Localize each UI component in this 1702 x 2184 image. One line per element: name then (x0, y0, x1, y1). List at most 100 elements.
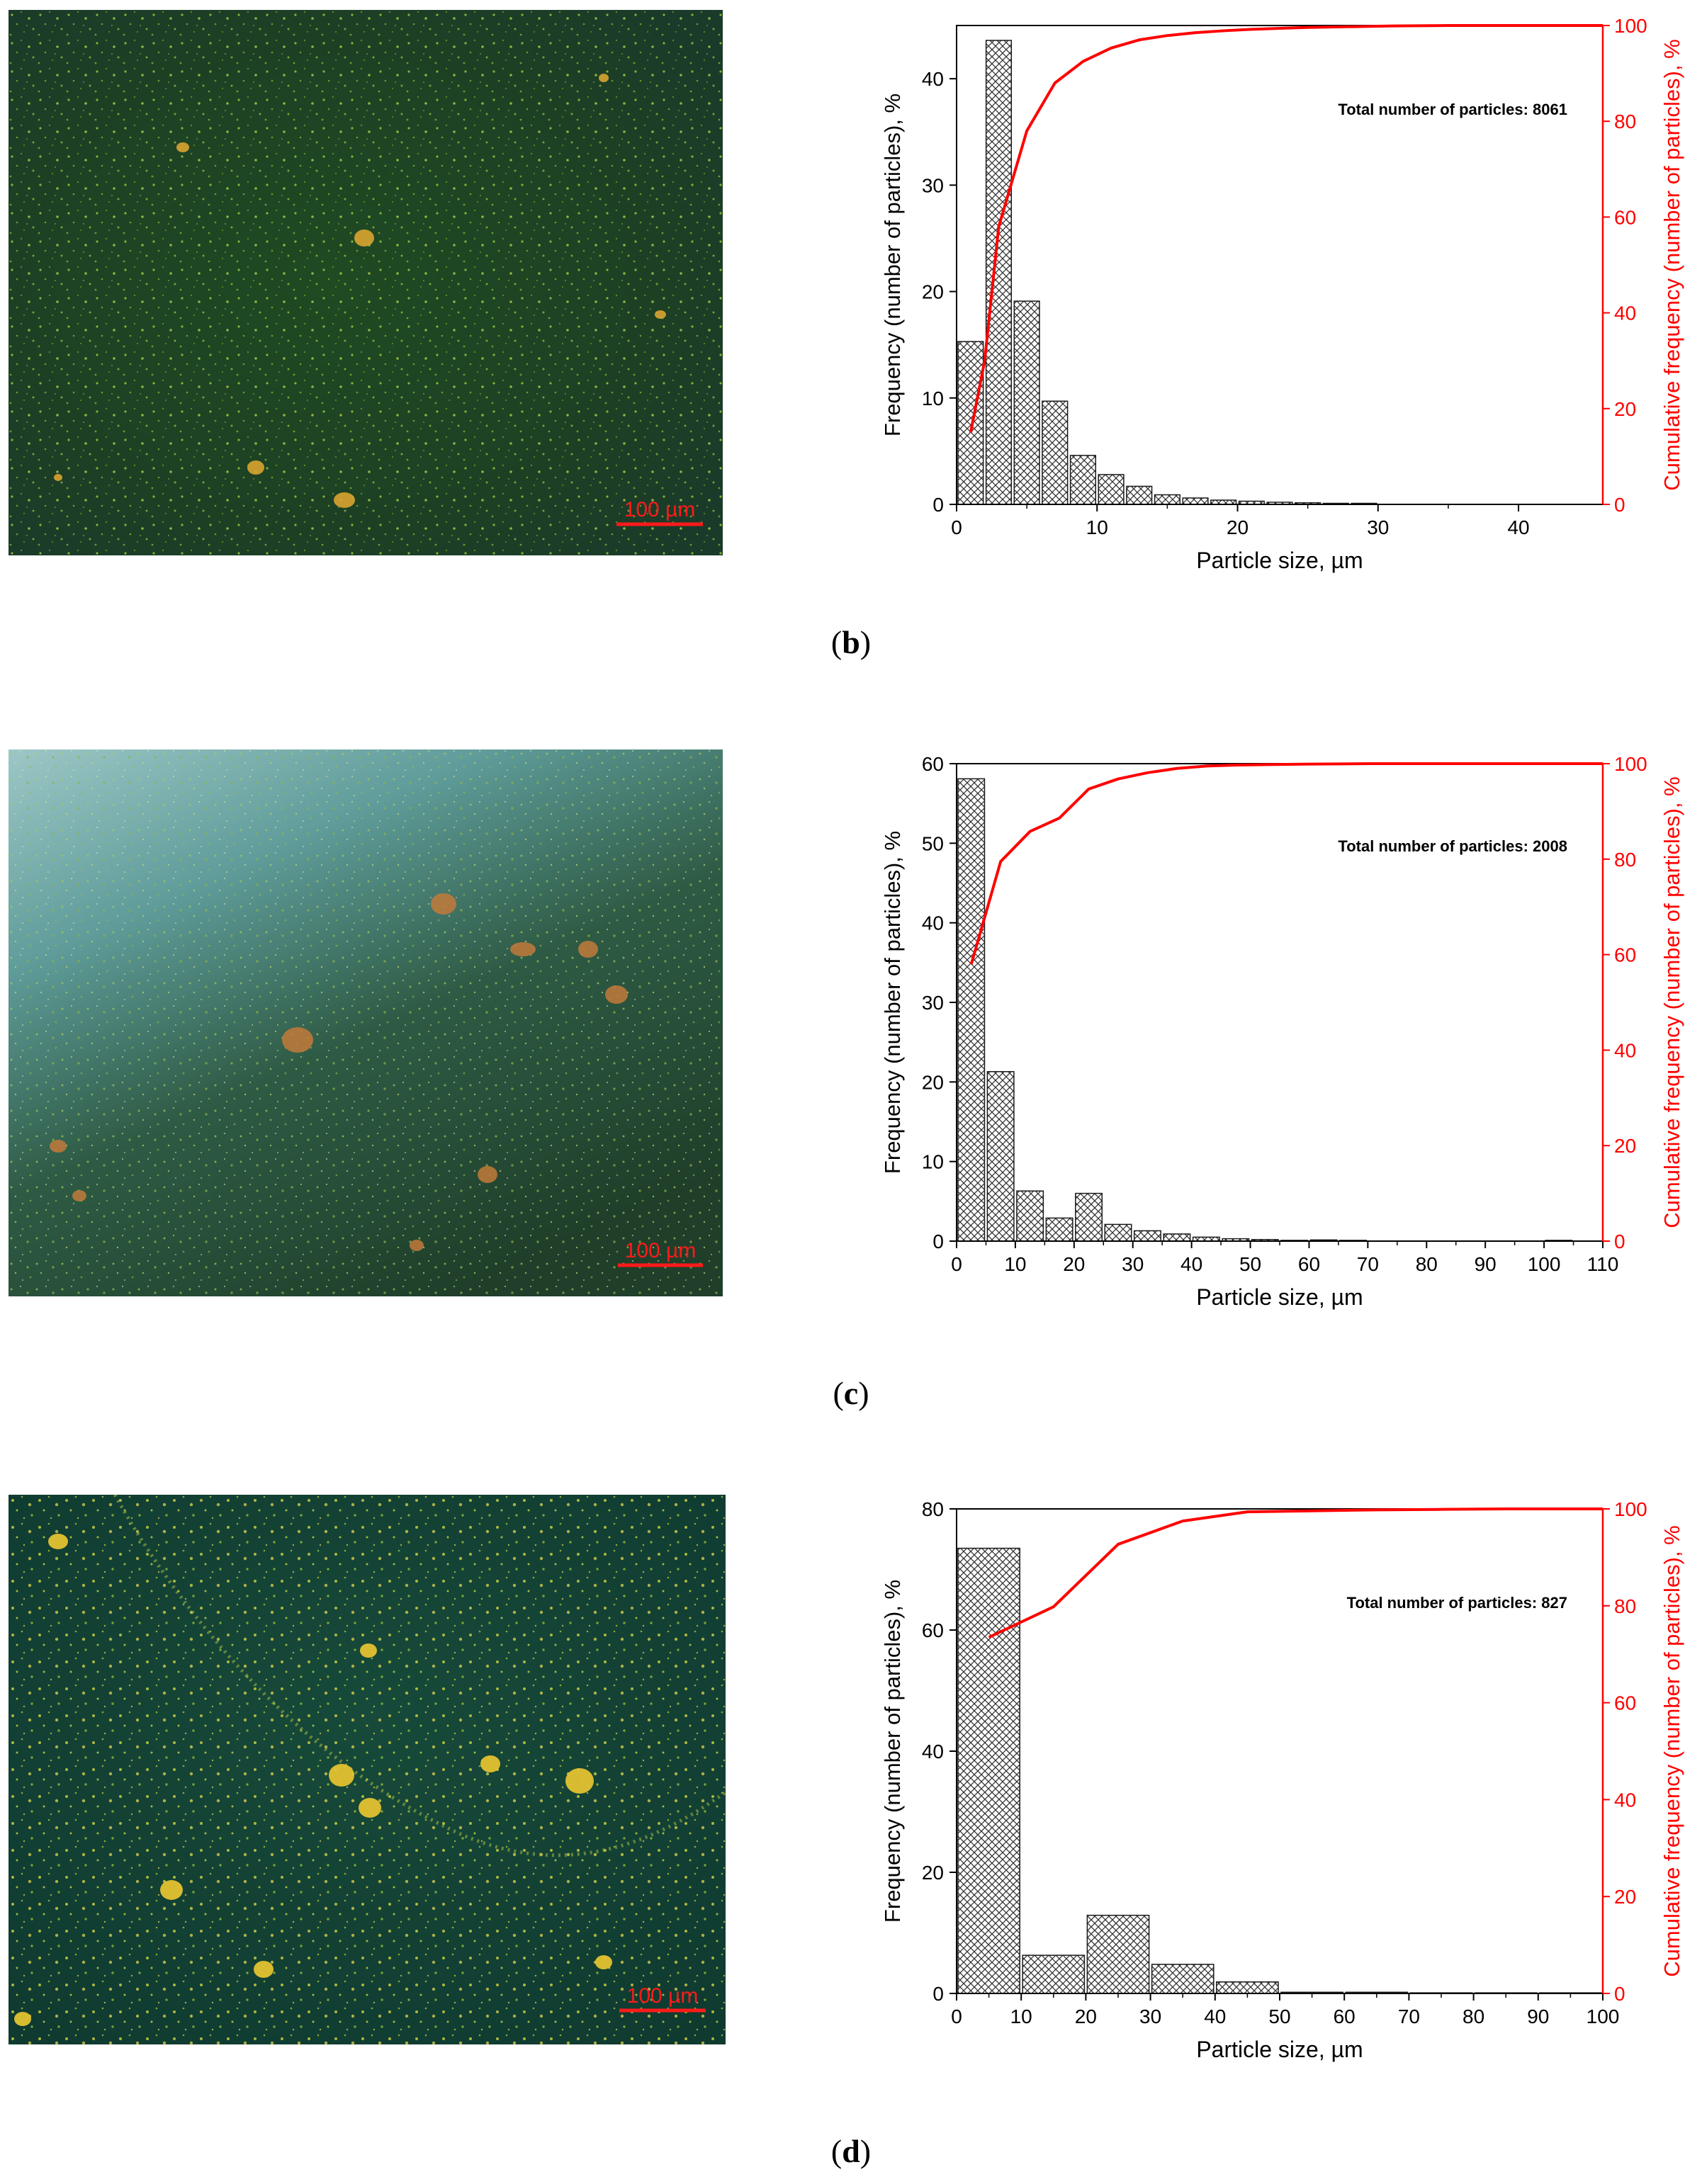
x-axis-label: Particle size, µm (1196, 2037, 1363, 2062)
x-tick-label: 0 (951, 1253, 962, 1275)
y-tick-label: 0 (932, 1230, 944, 1252)
bar (1086, 1914, 1150, 1994)
y-tick-label: 30 (922, 174, 944, 196)
x-tick-label: 70 (1357, 1253, 1379, 1275)
bar (1098, 474, 1125, 505)
x-tick-label: 100 (1528, 1253, 1561, 1275)
bar (1182, 497, 1209, 505)
y2-tick-label: 100 (1614, 753, 1647, 775)
y2-tick-label: 100 (1614, 1498, 1647, 1520)
scale-bar: 100 µm (619, 1984, 706, 2013)
bar (957, 341, 984, 505)
y-axis-label: Frequency (number of particles), % (880, 1580, 905, 1923)
bar (1042, 400, 1069, 505)
y-tick-label: 0 (932, 1983, 944, 2005)
x-tick-label: 20 (1227, 516, 1249, 538)
cumulative-line (969, 762, 1603, 965)
y2-tick-label: 20 (1614, 1886, 1636, 1908)
y2-tick-label: 40 (1614, 302, 1636, 324)
x-tick-label: 60 (1334, 2005, 1356, 2027)
y2-tick-label: 60 (1614, 944, 1636, 966)
micrograph-b: 100 µm (9, 10, 723, 555)
y2-tick-label: 0 (1614, 1983, 1625, 2005)
y-tick-label: 0 (932, 494, 944, 516)
caption-c: (c) (833, 1375, 869, 1411)
y2-tick-label: 20 (1614, 1135, 1636, 1157)
bar (957, 778, 986, 1242)
x-tick-label: 10 (1004, 1253, 1026, 1275)
y2-tick-label: 40 (1614, 1789, 1636, 1811)
y2-tick-label: 0 (1614, 1230, 1625, 1252)
particle-micrograph-image: 100 µm (9, 1495, 726, 2044)
bar (1075, 1192, 1103, 1242)
x-tick-label: 0 (951, 516, 962, 538)
scale-bar-label: 100 µm (625, 1239, 697, 1262)
y2-tick-label: 80 (1614, 849, 1636, 871)
bar (1045, 1217, 1073, 1242)
bar (1104, 1223, 1132, 1242)
x-tick-label: 90 (1475, 1253, 1497, 1275)
scale-bar: 100 µm (616, 498, 703, 526)
y-tick-label: 50 (922, 832, 944, 854)
y2-tick-label: 40 (1614, 1039, 1636, 1061)
x-tick-label: 0 (951, 2005, 962, 2027)
x-axis-label: Particle size, µm (1196, 1284, 1363, 1310)
bar (1016, 1190, 1044, 1242)
bar (1022, 1954, 1086, 1994)
y-tick-label: 40 (922, 912, 944, 934)
micrograph-d: 100 µm (9, 1495, 726, 2044)
bar (1126, 485, 1153, 505)
y2-tick-label: 0 (1614, 494, 1625, 516)
y-tick-label: 20 (922, 1862, 944, 1884)
y-tick-label: 40 (922, 1741, 944, 1763)
y2-axis-label: Cumulative frequency (number of particle… (1659, 1525, 1684, 1976)
x-tick-label: 10 (1010, 2005, 1032, 2027)
bar (957, 1547, 1020, 1994)
y2-tick-label: 60 (1614, 1692, 1636, 1714)
bar (986, 1070, 1015, 1242)
chart-b: 0 10 20 30 40 0 10 20 30 40 0 20 40 60 80 100 Particle s… (880, 15, 1684, 573)
total-particles-annotation: Total number of particles: 827 (1347, 1594, 1567, 1612)
y2-axis-label: Cumulative frequency (number of particle… (1659, 39, 1684, 490)
y2-tick-label: 60 (1614, 206, 1636, 228)
bar (1151, 1964, 1214, 1994)
y-tick-label: 20 (922, 1071, 944, 1093)
x-tick-label: 30 (1367, 516, 1389, 538)
x-tick-label: 40 (1507, 516, 1529, 538)
x-tick-label: 20 (1075, 2005, 1097, 2027)
y-tick-label: 60 (922, 753, 944, 775)
panel-b: 100 µm 0 10 20 30 40 0 10 20 30 40 0 20 40 60 80 100 Par… (0, 0, 1702, 687)
bar (1154, 494, 1180, 505)
x-tick-label: 30 (1139, 2005, 1161, 2027)
scale-bar-label: 100 µm (627, 1984, 699, 2008)
x-tick-label: 80 (1416, 1253, 1438, 1275)
chart-d: 0 10 20 30 40 50 60 70 80 90 100020406080020406080… (880, 1498, 1684, 2062)
y-axis-label: Frequency (number of particles), % (880, 831, 905, 1174)
bar (1069, 455, 1097, 505)
plot-frame (956, 763, 1604, 1242)
x-tick-label: 50 (1239, 1253, 1261, 1275)
y-tick-label: 60 (922, 1619, 944, 1641)
panel-d: 100 µm 0 10 20 30 40 50 60 70 80 90 100 0 20 40 60 80 0 2… (0, 1481, 1702, 2182)
x-tick-label: 70 (1398, 2005, 1420, 2027)
particle-micrograph-image: 100 µm (9, 749, 723, 1296)
cumulative-line (969, 24, 1603, 433)
y2-tick-label: 80 (1614, 1595, 1636, 1617)
caption-d: (d) (830, 2133, 872, 2169)
x-tick-label: 60 (1298, 1253, 1320, 1275)
y-tick-label: 10 (922, 387, 944, 409)
x-tick-label: 10 (1086, 516, 1108, 538)
y2-tick-label: 20 (1614, 398, 1636, 420)
x-tick-label: 50 (1268, 2005, 1290, 2027)
x-tick-label: 110 (1587, 1253, 1619, 1275)
particle-micrograph-image: 100 µm (9, 10, 723, 555)
x-axis-label: Particle size, µm (1196, 548, 1363, 573)
y2-axis-label: Cumulative frequency (number of particle… (1659, 776, 1684, 1228)
x-tick-label: 40 (1180, 1253, 1202, 1275)
y-tick-label: 20 (922, 281, 944, 303)
bar (1013, 300, 1040, 505)
y-tick-label: 30 (922, 992, 944, 1014)
cumulative-line (988, 1507, 1603, 1639)
y2-tick-label: 100 (1614, 15, 1647, 37)
x-tick-label: 100 (1587, 2005, 1620, 2027)
